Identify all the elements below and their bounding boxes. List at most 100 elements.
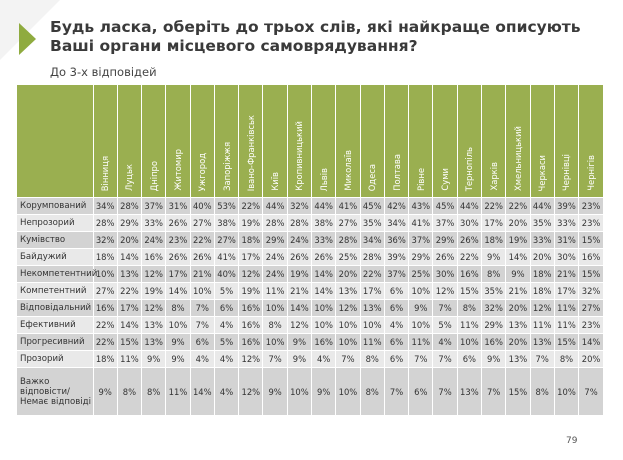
table-cell: 22% bbox=[92, 333, 118, 351]
table-cell: 44% bbox=[456, 197, 482, 215]
table-cell: 25% bbox=[408, 265, 433, 283]
table-cell: 6% bbox=[383, 333, 409, 351]
table-cell: 18% bbox=[529, 282, 555, 300]
table-cell: 28% bbox=[262, 214, 288, 232]
table-cell: 22% bbox=[238, 197, 263, 215]
table-cell: 8% bbox=[116, 367, 142, 415]
row-label: Компетентний bbox=[17, 282, 93, 300]
table-cell: 26% bbox=[456, 231, 482, 249]
table-cell: 20% bbox=[505, 299, 531, 317]
column-header-label: Полтава bbox=[391, 154, 402, 191]
table-cell: 11% bbox=[165, 367, 191, 415]
table-cell: 11% bbox=[359, 333, 385, 351]
table-cell: 19% bbox=[238, 282, 263, 300]
table-cell: 11% bbox=[408, 333, 433, 351]
column-header: Одеса bbox=[359, 85, 385, 198]
column-header-label: Ужгород bbox=[197, 152, 208, 191]
table-cell: 20% bbox=[578, 350, 603, 368]
table-cell: 21% bbox=[189, 265, 215, 283]
table-cell: 29% bbox=[480, 316, 506, 334]
table-cell: 5% bbox=[432, 316, 458, 334]
table-cell: 14% bbox=[165, 282, 191, 300]
table-cell: 40% bbox=[213, 265, 239, 283]
table-cell: 8% bbox=[529, 367, 555, 415]
table-cell: 8% bbox=[553, 350, 579, 368]
table-cell: 17% bbox=[116, 299, 142, 317]
row-label: Кумівство bbox=[17, 231, 93, 249]
table-cell: 24% bbox=[286, 231, 312, 249]
table-cell: 13% bbox=[529, 333, 555, 351]
table-cell: 20% bbox=[335, 265, 361, 283]
row-label: Ефективний bbox=[17, 316, 93, 334]
table-cell: 22% bbox=[92, 316, 118, 334]
table-cell: 39% bbox=[553, 197, 579, 215]
table-cell: 28% bbox=[116, 197, 142, 215]
table-cell: 23% bbox=[578, 214, 603, 232]
table-cell: 33% bbox=[141, 214, 166, 232]
column-header-label: Вінниця bbox=[100, 155, 111, 191]
table-cell: 22% bbox=[505, 197, 531, 215]
table-cell: 17% bbox=[480, 214, 506, 232]
table-cell: 38% bbox=[311, 214, 336, 232]
table-cell: 9% bbox=[286, 350, 312, 368]
column-header: Кропивницький bbox=[286, 85, 312, 198]
table-cell: 31% bbox=[553, 231, 579, 249]
table-cell: 32% bbox=[578, 282, 603, 300]
table-cell: 41% bbox=[213, 248, 239, 266]
column-header-label: Івано-Франківськ bbox=[245, 114, 256, 191]
table-cell: 14% bbox=[505, 248, 531, 266]
triangle-bullet-icon bbox=[19, 23, 36, 55]
table-row: Кумівство 32% 20% 24% 23% 22% 27% 18% 29% 24% 33% 2… bbox=[17, 231, 603, 249]
table-cell: 10% bbox=[262, 299, 288, 317]
table-cell: 7% bbox=[432, 367, 458, 415]
table-cell: 25% bbox=[335, 248, 361, 266]
table-cell: 14% bbox=[189, 367, 215, 415]
column-header-label: Миколаїв bbox=[342, 150, 353, 191]
table-cell: 17% bbox=[359, 282, 385, 300]
table-cell: 29% bbox=[408, 248, 433, 266]
table-cell: 10% bbox=[456, 333, 482, 351]
row-label: Корумпований bbox=[17, 197, 93, 215]
table-row: Некомпетентний 10% 13% 12% 17% 21% 40% 12% 24% 19… bbox=[17, 265, 603, 283]
table-cell: 45% bbox=[359, 197, 385, 215]
table-cell: 33% bbox=[553, 214, 579, 232]
table-cell: 23% bbox=[578, 316, 603, 334]
table-cell: 4% bbox=[189, 350, 215, 368]
table-row: Прозорий 18% 11% 9% 9% 4% 4% 12% 7% 9% 4% 7% 8% 6% 7% 7… bbox=[17, 350, 603, 368]
table-cell: 9% bbox=[141, 350, 166, 368]
table-cell: 19% bbox=[141, 282, 166, 300]
table-cell: 16% bbox=[238, 299, 263, 317]
table-cell: 7% bbox=[189, 316, 215, 334]
table-cell: 16% bbox=[480, 333, 506, 351]
table-cell: 16% bbox=[92, 299, 118, 317]
header-corner bbox=[17, 85, 93, 198]
table-cell: 36% bbox=[383, 231, 409, 249]
column-header: Івано-Франківськ bbox=[238, 85, 263, 198]
table-cell: 9% bbox=[92, 367, 118, 415]
table-cell: 8% bbox=[165, 299, 191, 317]
table-cell: 6% bbox=[408, 367, 433, 415]
table-cell: 10% bbox=[335, 367, 361, 415]
table-cell: 10% bbox=[359, 316, 385, 334]
table-row: Корумпований 34% 28% 37% 31% 40% 53% 22% 44% 32% 4… bbox=[17, 197, 603, 215]
table-cell: 14% bbox=[578, 333, 603, 351]
table-cell: 22% bbox=[116, 282, 142, 300]
table-cell: 39% bbox=[383, 248, 409, 266]
table-cell: 12% bbox=[238, 265, 263, 283]
column-header: Тернопіль bbox=[456, 85, 482, 198]
table-row: Компетентний 27% 22% 19% 14% 10% 5% 19% 11% 21% 14… bbox=[17, 282, 603, 300]
table-cell: 4% bbox=[383, 316, 409, 334]
table-cell: 13% bbox=[141, 316, 166, 334]
table-cell: 13% bbox=[116, 265, 142, 283]
table-cell: 7% bbox=[189, 299, 215, 317]
table-cell: 19% bbox=[505, 231, 531, 249]
table-cell: 13% bbox=[335, 282, 361, 300]
table-cell: 6% bbox=[213, 299, 239, 317]
table-cell: 22% bbox=[359, 265, 385, 283]
column-header-label: Тернопіль bbox=[464, 146, 475, 191]
table-cell: 37% bbox=[141, 197, 166, 215]
table-cell: 10% bbox=[165, 316, 191, 334]
table-row: Відповідальний 16% 17% 12% 8% 7% 6% 16% 10% 14% 10… bbox=[17, 299, 603, 317]
table-cell: 44% bbox=[262, 197, 288, 215]
table-cell: 41% bbox=[335, 197, 361, 215]
